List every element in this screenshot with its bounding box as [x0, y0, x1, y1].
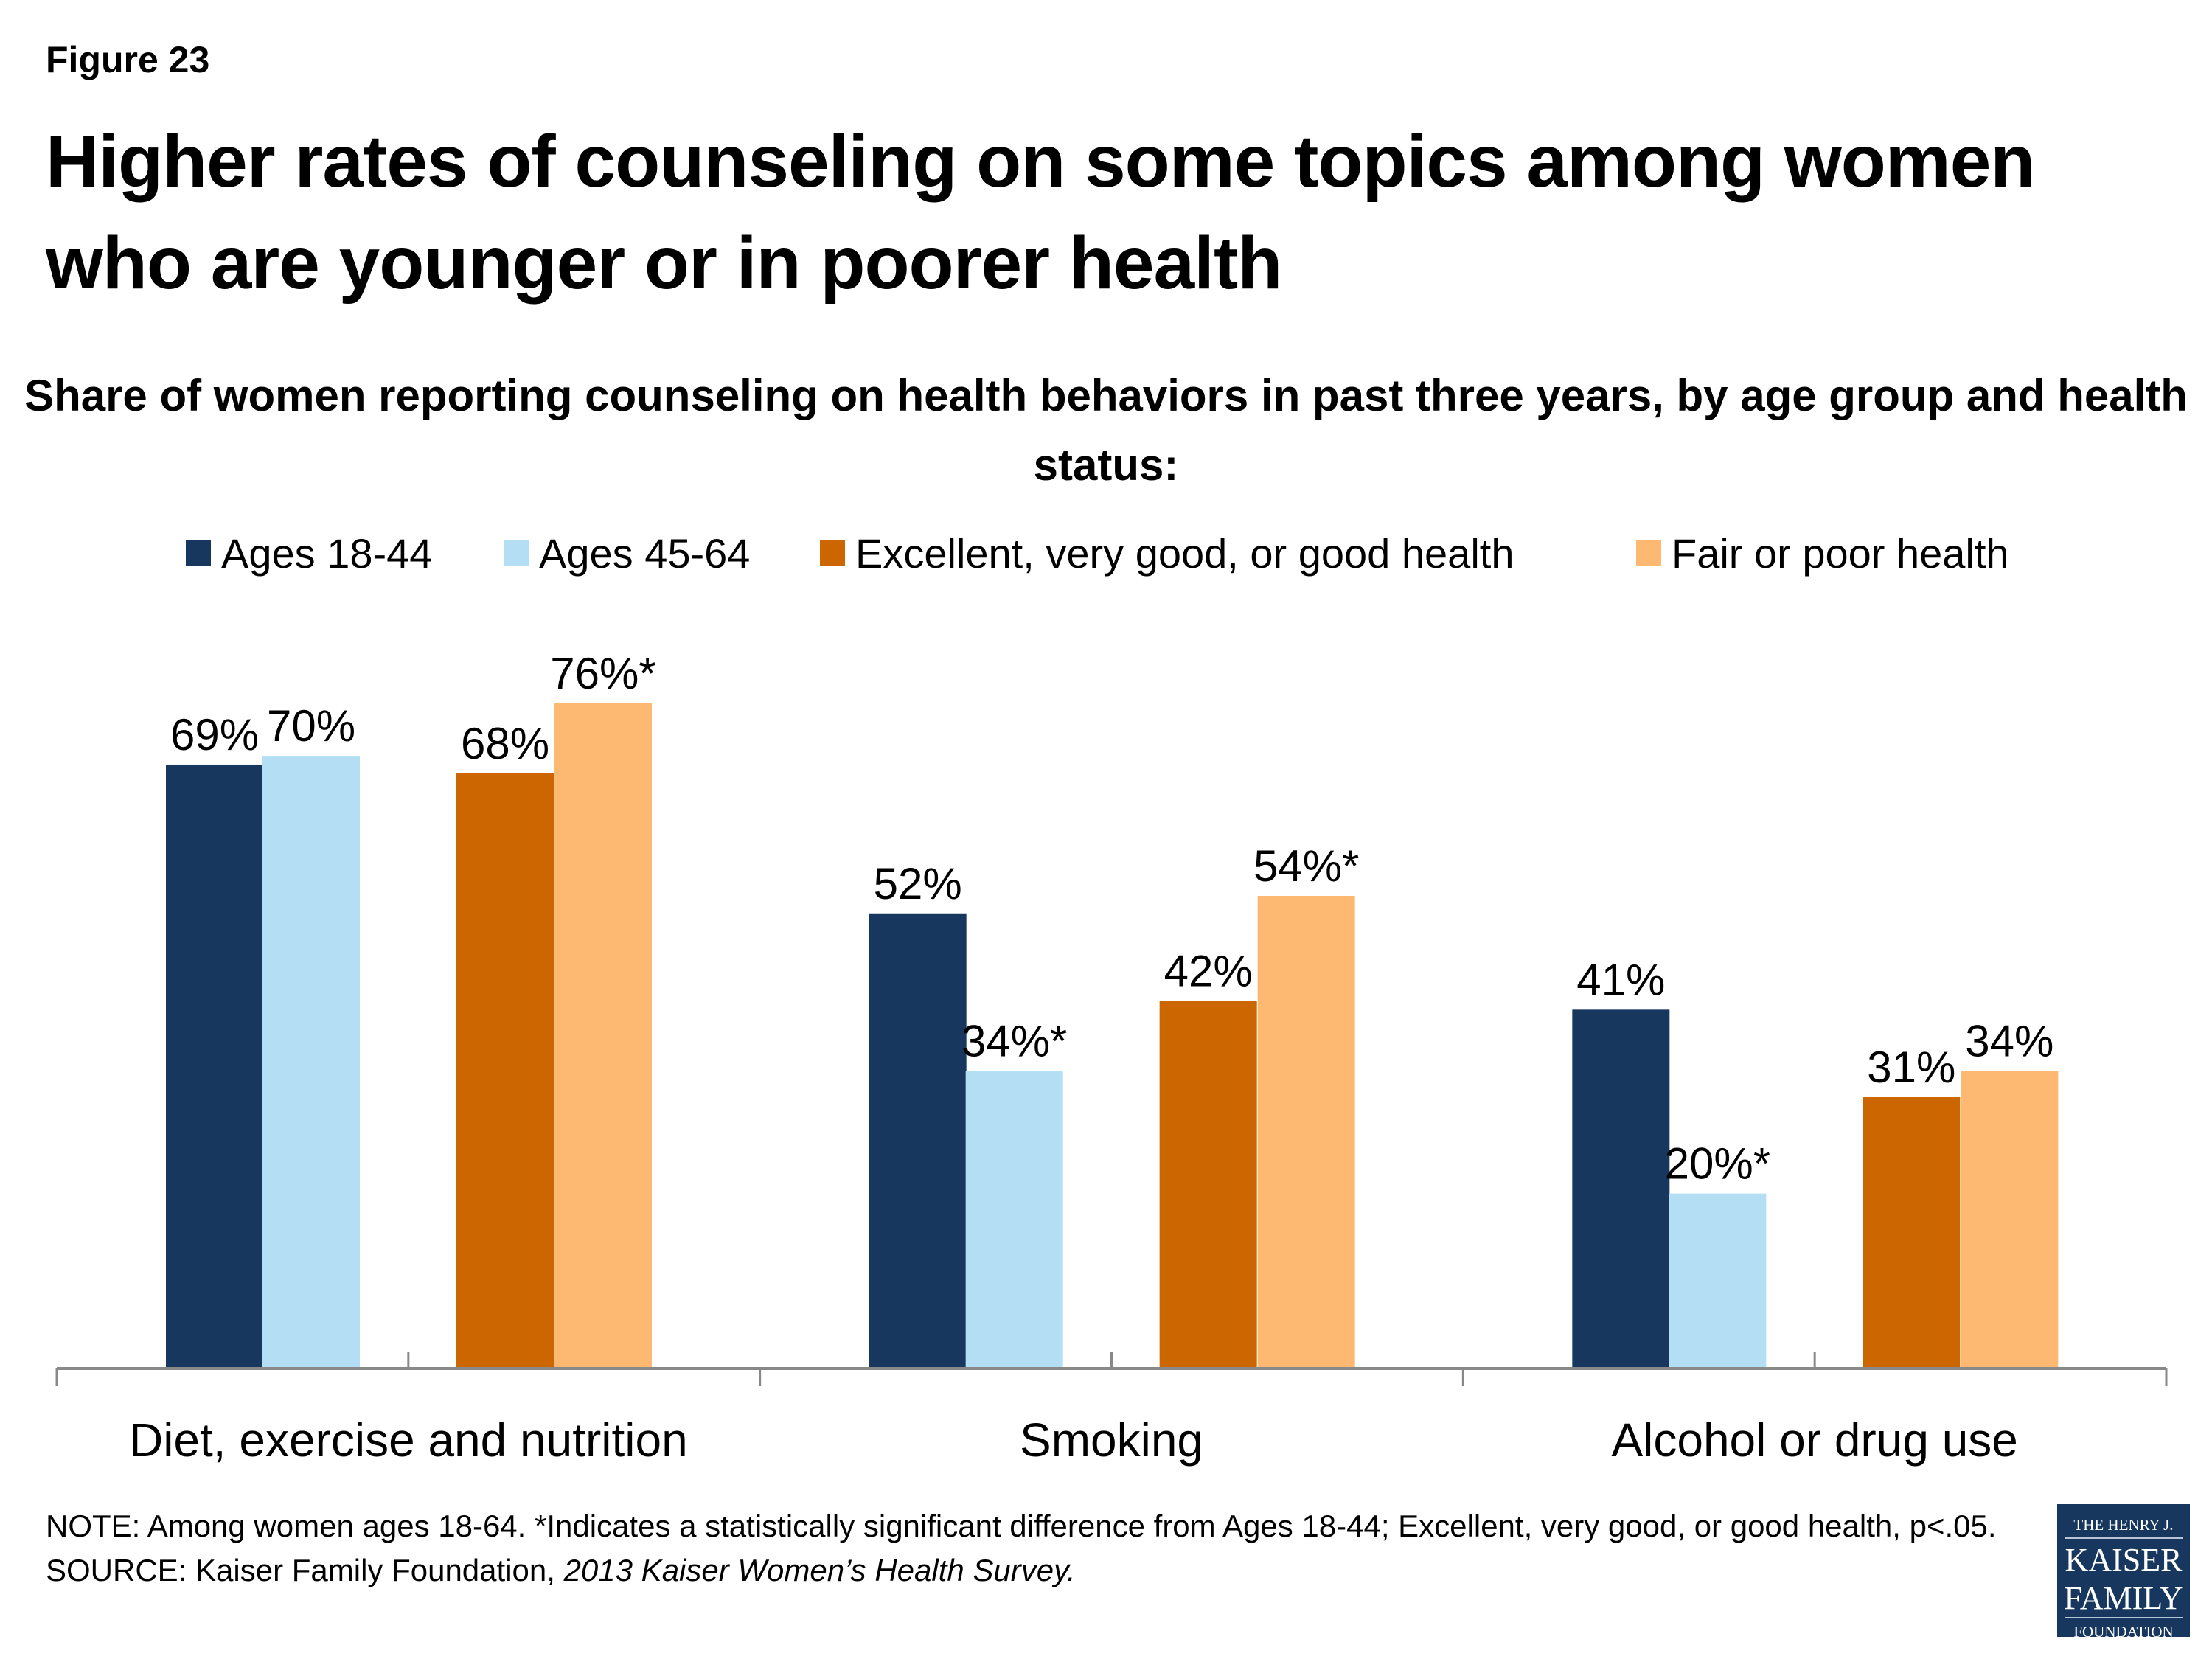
- data-label: 42%: [1164, 946, 1253, 995]
- data-label: 52%: [874, 859, 962, 908]
- data-label: 31%: [1867, 1043, 1955, 1092]
- bar: [1572, 1009, 1670, 1368]
- bar: [1257, 896, 1355, 1368]
- bar: [456, 773, 554, 1368]
- data-label: 70%: [267, 701, 355, 751]
- data-label: 54%*: [1253, 841, 1359, 891]
- legend-item-good-health: Excellent, very good, or good health: [820, 527, 1514, 579]
- legend-swatch: [820, 540, 845, 566]
- bar: [166, 764, 263, 1368]
- data-label: 20%*: [1665, 1139, 1770, 1189]
- data-label: 68%: [461, 719, 549, 768]
- logo-line: KAISER: [2065, 1542, 2183, 1578]
- bar: [965, 1071, 1063, 1368]
- kff-logo: THE HENRY J. KAISER FAMILY FOUNDATION: [2057, 1504, 2190, 1641]
- bar: [1961, 1071, 2059, 1368]
- legend-swatch: [186, 540, 211, 566]
- data-label: 34%*: [961, 1016, 1067, 1065]
- bar: [262, 756, 360, 1368]
- legend-item-ages-45-64: Ages 45-64: [504, 527, 750, 579]
- category-label: Smoking: [1020, 1413, 1203, 1467]
- category-label: Diet, exercise and nutrition: [129, 1413, 688, 1467]
- bar: [1863, 1097, 1961, 1368]
- source-title: 2013 Kaiser Women’s Health Survey.: [563, 1553, 1076, 1587]
- legend-item-ages-18-44: Ages 18-44: [186, 527, 432, 579]
- legend: Ages 18-44 Ages 45-64 Excellent, very go…: [0, 527, 2212, 579]
- bar: [1159, 1001, 1257, 1368]
- data-label: 69%: [170, 710, 259, 759]
- bar: [554, 703, 652, 1368]
- legend-label: Ages 18-44: [221, 529, 433, 577]
- bar: [869, 913, 967, 1368]
- legend-swatch: [504, 540, 529, 566]
- page-title: Higher rates of counseling on some topic…: [46, 120, 2035, 305]
- source-prefix: SOURCE: Kaiser Family Foundation,: [46, 1553, 564, 1587]
- data-label: 34%: [1965, 1016, 2053, 1065]
- note-text: NOTE: Among women ages 18-64. *Indicates…: [46, 1509, 1997, 1543]
- bar-chart: 69% 70% 68%76%* Diet, exercise and nutritio…: [55, 649, 2168, 1467]
- bar: [1669, 1193, 1767, 1368]
- logo-line: THE HENRY J.: [2065, 1516, 2183, 1539]
- chart-title: Share of women reporting counseling on h…: [24, 371, 2188, 490]
- figure-label: Figure 23: [46, 39, 210, 80]
- data-label: 41%: [1576, 955, 1665, 1004]
- data-label: 76%*: [550, 649, 655, 698]
- legend-label: Excellent, very good, or good health: [855, 529, 1514, 577]
- category-label: Alcohol or drug use: [1611, 1413, 2017, 1467]
- logo-line: FAMILY: [2064, 1580, 2183, 1616]
- legend-swatch: [1636, 540, 1661, 566]
- legend-label: Fair or poor health: [1672, 529, 2009, 577]
- logo-line: FOUNDATION: [2065, 1617, 2183, 1641]
- legend-label: Ages 45-64: [539, 529, 751, 577]
- footnote: NOTE: Among women ages 18-64. *Indicates…: [46, 1504, 2000, 1593]
- source-text: SOURCE: Kaiser Family Foundation, 2013 K…: [46, 1548, 2000, 1593]
- legend-item-poor-health: Fair or poor health: [1636, 527, 2009, 579]
